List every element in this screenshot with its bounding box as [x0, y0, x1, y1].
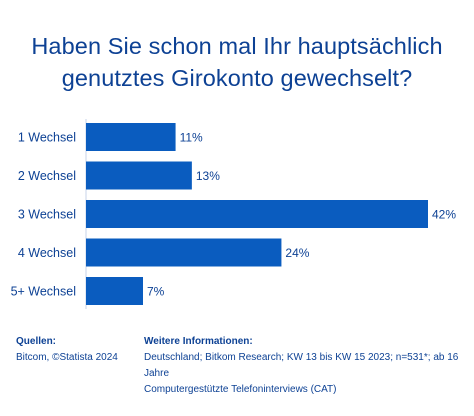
info-heading: Weitere Informationen:: [144, 336, 253, 347]
info-line-1: Deutschland; Bitkom Research; KW 13 bis …: [144, 352, 459, 379]
value-label: 11%: [180, 131, 203, 145]
value-label: 13%: [196, 169, 220, 183]
info-line-2: Computergestützte Telefoninterviews (CAT…: [144, 384, 337, 395]
info-block: Weitere Informationen: Deutschland; Bitk…: [144, 334, 464, 398]
bar: [86, 200, 428, 228]
sources-heading: Quellen:: [16, 336, 57, 347]
category-label: 5+ Wechsel: [11, 285, 76, 299]
sources-block: Quellen: Bitcom, ©Statista 2024: [16, 334, 136, 366]
chart-title-line-1: Haben Sie schon mal Ihr hauptsächlich: [31, 33, 443, 59]
value-label: 24%: [285, 246, 309, 260]
value-label: 7%: [147, 285, 165, 299]
category-label: 4 Wechsel: [18, 246, 76, 260]
bar: [86, 123, 176, 151]
bar: [86, 238, 282, 267]
bar: [86, 277, 143, 305]
category-label: 2 Wechsel: [18, 169, 76, 183]
chart-title-line-2: genutztes Girokonto gewechselt?: [61, 65, 413, 91]
bar: [86, 161, 192, 190]
category-label: 1 Wechsel: [18, 131, 76, 145]
category-label: 3 Wechsel: [18, 208, 76, 222]
value-label: 42%: [432, 208, 456, 222]
sources-text: Bitcom, ©Statista 2024: [16, 352, 118, 363]
chart-title: Haben Sie schon mal Ihr hauptsächlich ge…: [0, 30, 474, 94]
bar-chart: 1 Wechsel 11% 2 Wechsel 13% 3 Wechsel 42% 4 We…: [11, 119, 456, 309]
